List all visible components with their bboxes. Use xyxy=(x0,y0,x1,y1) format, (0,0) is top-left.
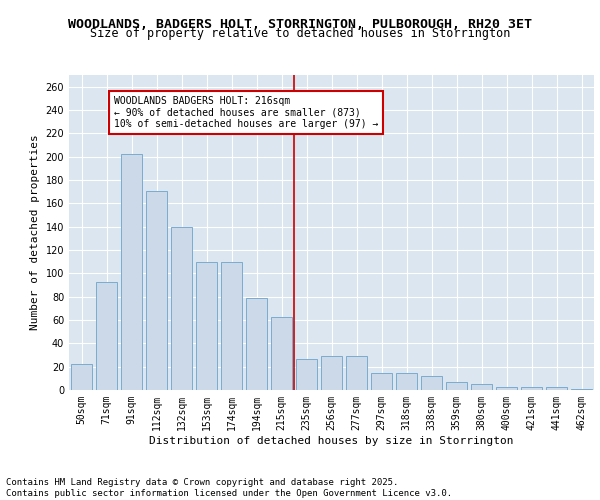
Bar xyxy=(221,262,242,390)
Bar xyxy=(321,356,342,390)
Bar xyxy=(446,382,467,390)
Text: WOODLANDS, BADGERS HOLT, STORRINGTON, PULBOROUGH, RH20 3ET: WOODLANDS, BADGERS HOLT, STORRINGTON, PU… xyxy=(68,18,532,30)
Bar xyxy=(121,154,142,390)
X-axis label: Distribution of detached houses by size in Storrington: Distribution of detached houses by size … xyxy=(149,436,514,446)
Bar xyxy=(246,298,267,390)
Bar xyxy=(371,372,392,390)
Bar xyxy=(521,386,542,390)
Bar xyxy=(196,262,217,390)
Bar xyxy=(271,316,292,390)
Bar xyxy=(496,386,517,390)
Bar xyxy=(171,226,192,390)
Bar xyxy=(346,356,367,390)
Text: Contains HM Land Registry data © Crown copyright and database right 2025.
Contai: Contains HM Land Registry data © Crown c… xyxy=(6,478,452,498)
Text: WOODLANDS BADGERS HOLT: 216sqm
← 90% of detached houses are smaller (873)
10% of: WOODLANDS BADGERS HOLT: 216sqm ← 90% of … xyxy=(114,96,379,129)
Bar xyxy=(96,282,117,390)
Bar xyxy=(471,384,492,390)
Bar xyxy=(396,372,417,390)
Text: Size of property relative to detached houses in Storrington: Size of property relative to detached ho… xyxy=(90,28,510,40)
Y-axis label: Number of detached properties: Number of detached properties xyxy=(30,134,40,330)
Bar xyxy=(571,389,592,390)
Bar xyxy=(71,364,92,390)
Bar xyxy=(296,358,317,390)
Bar xyxy=(421,376,442,390)
Bar xyxy=(146,190,167,390)
Bar xyxy=(546,386,567,390)
